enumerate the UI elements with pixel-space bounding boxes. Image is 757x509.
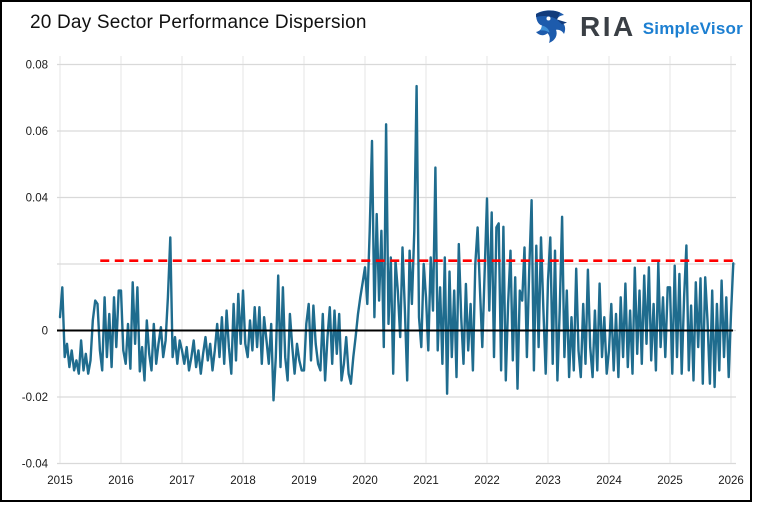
x-axis-tick-label: 2019 <box>291 475 317 487</box>
brand-logo: RIA SimpleVisor <box>533 9 743 45</box>
ria-eagle-logo-icon <box>536 10 567 43</box>
y-axis-tick-label: 0 <box>42 326 48 338</box>
chart-title: 20 Day Sector Performance Dispersion <box>30 12 367 33</box>
y-axis-tick-label: -0.02 <box>22 392 48 404</box>
x-axis-tick-label: 2024 <box>596 475 622 487</box>
brand-name-ria: RIA <box>580 11 636 42</box>
y-axis-tick-label: 0.04 <box>26 193 49 205</box>
y-axis-tick-label: 0.06 <box>26 126 48 138</box>
x-axis-tick-label: 2016 <box>108 475 134 487</box>
y-axis-tick-label: 0.08 <box>26 60 48 72</box>
x-axis-tick-label: 2022 <box>474 475 500 487</box>
x-axis-tick-label: 2025 <box>657 475 683 487</box>
x-axis-tick-label: 2020 <box>352 475 378 487</box>
brand-name-simplevisor: SimpleVisor <box>642 19 743 38</box>
x-axis-tick-label: 2017 <box>169 475 195 487</box>
x-axis-tick-label: 2023 <box>535 475 561 487</box>
x-axis-tick-label: 2015 <box>47 475 73 487</box>
y-axis-tick-label: -0.04 <box>22 459 49 471</box>
x-axis-tick-label: 2018 <box>230 475 256 487</box>
x-axis-tick-label: 2026 <box>718 475 744 487</box>
x-axis-tick-label: 2021 <box>413 475 439 487</box>
dispersion-line-series <box>58 84 735 402</box>
chart-border <box>0 0 752 502</box>
